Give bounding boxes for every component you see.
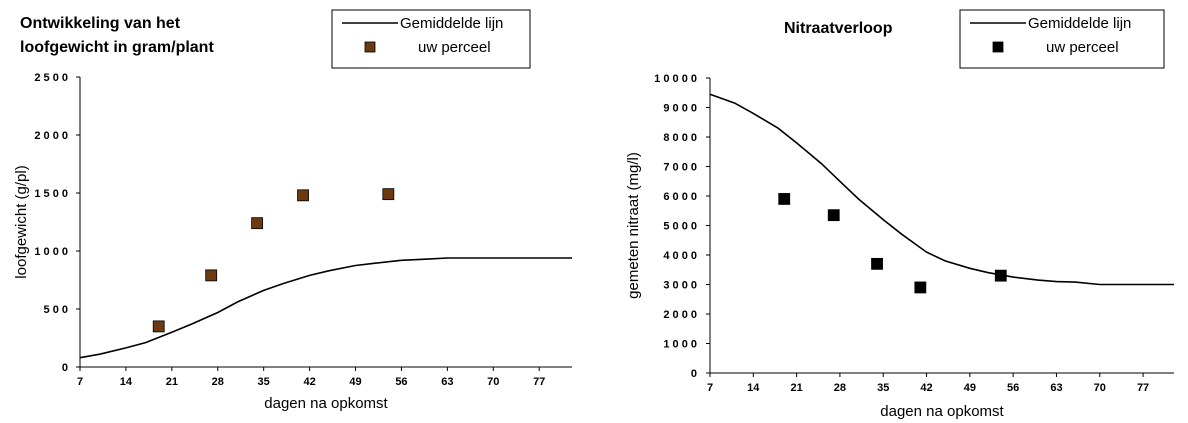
y-tick-label: 9 0 0 0 xyxy=(663,103,697,115)
legend-box xyxy=(331,9,531,69)
data-point-perceel xyxy=(914,281,927,294)
chart-title-line: Ontwikkeling van het xyxy=(20,15,181,32)
x-tick-label: 49 xyxy=(349,376,361,388)
x-tick-label: 77 xyxy=(1137,382,1149,394)
x-tick-label: 28 xyxy=(212,376,224,388)
y-tick-label: 2 0 0 0 xyxy=(663,309,697,321)
x-tick-label: 14 xyxy=(120,376,133,388)
data-point-perceel xyxy=(152,320,165,333)
data-point-perceel xyxy=(382,188,395,201)
y-tick-label: 1 5 0 0 xyxy=(34,188,68,200)
data-point-perceel xyxy=(251,217,264,230)
chart-loofgewicht: Ontwikkeling van het loofgewicht in gram/… xyxy=(13,9,572,412)
y-tick-label: 7 0 0 0 xyxy=(663,162,697,174)
chart-title-line: Nitraatverloop xyxy=(784,20,893,37)
series-line-gemiddelde xyxy=(709,93,1174,286)
data-point-perceel xyxy=(827,209,840,222)
x-tick-label: 42 xyxy=(303,376,315,388)
y-tick-label: 3 0 0 0 xyxy=(663,280,697,292)
x-tick-label: 49 xyxy=(964,382,976,394)
y-axis-label: loofgewicht (g/pl) xyxy=(13,165,30,278)
data-point-perceel xyxy=(994,269,1007,282)
x-tick-label: 21 xyxy=(166,376,178,388)
x-tick-label: 63 xyxy=(1050,382,1062,394)
data-point-perceel xyxy=(205,269,218,282)
x-tick-label: 42 xyxy=(920,382,932,394)
data-point-perceel xyxy=(778,193,791,205)
y-tick-label: 8 0 0 0 xyxy=(663,132,697,144)
x-tick-label: 77 xyxy=(533,376,545,388)
x-tick-label: 70 xyxy=(487,376,499,388)
y-tick-label: 5 0 0 xyxy=(44,304,68,316)
x-tick-label: 35 xyxy=(877,382,889,394)
legend-box xyxy=(959,9,1165,69)
chart-nitraat: Nitraatverloop 0 1 0 0 0 2 0 0 0 3 0 0 0 4 0 … xyxy=(594,0,1188,423)
legend-label: Gemiddelde lijn xyxy=(400,15,503,32)
x-tick-label: 21 xyxy=(790,382,802,394)
x-axis-label: dagen na opkomst xyxy=(264,395,388,412)
x-tick-label: 28 xyxy=(834,382,846,394)
y-tick-label: 6 0 0 0 xyxy=(663,191,697,203)
y-tick-label: 4 0 0 0 xyxy=(663,250,697,262)
x-tick-label: 7 xyxy=(77,376,83,388)
x-tick-label: 7 xyxy=(707,382,713,394)
y-tick-label: 1 0 0 0 0 xyxy=(654,73,697,85)
legend-label: Gemiddelde lijn xyxy=(1028,15,1131,32)
y-tick-label: 1 0 0 0 xyxy=(663,339,697,351)
x-tick-label: 63 xyxy=(441,376,453,388)
x-tick-label: 56 xyxy=(395,376,407,388)
legend-marker-swatch xyxy=(364,41,376,53)
chart-loofgewicht-svg: Ontwikkeling van het loofgewicht in gram/… xyxy=(13,9,572,412)
data-point-perceel xyxy=(871,257,883,270)
y-tick-label: 2 0 0 0 xyxy=(34,130,68,142)
y-axis-label: gemeten nitraat (mg/l) xyxy=(625,152,642,299)
chart-title-line: loofgewicht in gram/plant xyxy=(20,39,214,56)
x-tick-label: 56 xyxy=(1007,382,1019,394)
y-tick-label: 5 0 0 0 xyxy=(663,221,697,233)
x-axis-label: dagen na opkomst xyxy=(880,403,1004,420)
x-tick-label: 70 xyxy=(1094,382,1106,394)
x-tick-label: 35 xyxy=(258,376,270,388)
x-tick-label: 14 xyxy=(747,382,760,394)
y-tick-label: 0 xyxy=(62,362,68,374)
chart-nitraat-svg: Nitraatverloop 0 1 0 0 0 2 0 0 0 3 0 0 0 4 0 … xyxy=(625,9,1174,420)
y-tick-label: 0 xyxy=(691,368,697,380)
legend-label: uw perceel xyxy=(418,39,491,56)
data-point-perceel xyxy=(297,189,309,202)
legend-label: uw perceel xyxy=(1046,39,1119,56)
series-line-gemiddelde xyxy=(79,257,572,359)
y-tick-label: 2 5 0 0 xyxy=(34,72,68,84)
legend-marker-swatch xyxy=(992,41,1004,53)
y-tick-label: 1 0 0 0 xyxy=(34,246,68,258)
